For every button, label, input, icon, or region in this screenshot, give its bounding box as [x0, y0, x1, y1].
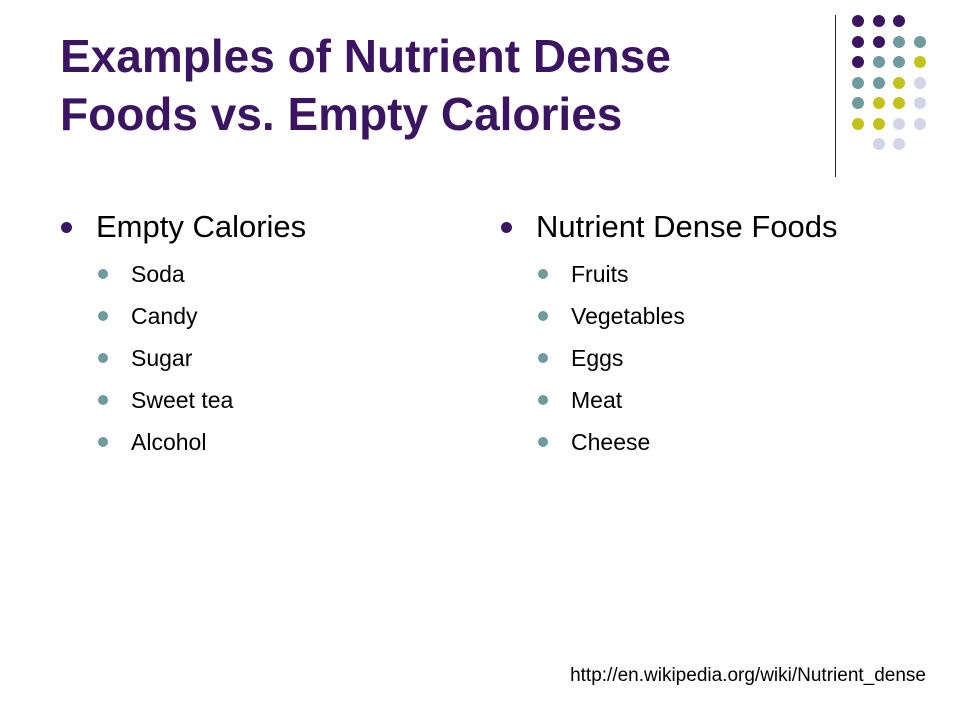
empty-calories-column: Empty Calories Soda Candy Sugar Sweet te… [60, 205, 460, 463]
decorative-dot [872, 56, 885, 68]
empty-calories-list: Soda Candy Sugar Sweet tea Alcohol [60, 253, 460, 463]
nutrient-dense-heading-text: Nutrient Dense Foods [536, 209, 838, 244]
list-item-text: Soda [131, 261, 185, 287]
decorative-dot [913, 97, 926, 109]
nutrient-dense-list: Fruits Vegetables Eggs Meat Cheese [500, 253, 920, 463]
decorative-dot [852, 76, 864, 89]
list-item: Cheese [500, 421, 920, 463]
bullet-icon [98, 437, 108, 447]
list-item-text: Fruits [571, 261, 629, 287]
bullet-icon [538, 395, 548, 405]
decorative-dot [893, 97, 905, 109]
decorative-dot [913, 56, 926, 68]
empty-calories-heading-text: Empty Calories [96, 209, 307, 244]
decorative-dot [852, 56, 864, 68]
bullet-icon [538, 437, 548, 447]
decorative-dot [913, 117, 926, 130]
decorative-dot [893, 138, 905, 150]
decorative-dot [872, 97, 885, 109]
bullet-icon [98, 353, 108, 363]
decorative-dot-grid [852, 15, 952, 155]
decorative-dot [893, 76, 905, 89]
decorative-dot [852, 97, 864, 109]
empty-calories-heading: Empty Calories [60, 205, 460, 249]
list-item-text: Candy [131, 303, 198, 329]
bullet-icon [501, 222, 512, 233]
list-item-text: Cheese [571, 429, 651, 455]
list-item: Alcohol [60, 421, 460, 463]
list-item-text: Alcohol [131, 429, 207, 455]
list-item-text: Eggs [571, 345, 624, 371]
slide-title: Examples of Nutrient Dense Foods vs. Emp… [60, 27, 820, 143]
decorative-dot [872, 76, 885, 89]
bullet-icon [98, 395, 108, 405]
decorative-dot [852, 117, 864, 130]
decorative-dot [893, 117, 905, 130]
list-item: Vegetables [500, 295, 920, 337]
list-item-text: Meat [571, 387, 623, 413]
list-item-text: Sweet tea [131, 387, 234, 413]
decorative-dot [893, 15, 905, 27]
decorative-dot [872, 138, 885, 150]
nutrient-dense-column: Nutrient Dense Foods Fruits Vegetables E… [500, 205, 920, 463]
slide-title-line-2: Foods vs. Empty Calories [60, 88, 623, 140]
title-divider [835, 15, 836, 177]
bullet-icon [98, 311, 108, 321]
bullet-icon [98, 269, 108, 279]
list-item-text: Sugar [131, 345, 193, 371]
decorative-dot [852, 35, 864, 48]
decorative-dot [893, 56, 905, 68]
list-item: Fruits [500, 253, 920, 295]
decorative-dot [913, 76, 926, 89]
list-item: Soda [60, 253, 460, 295]
nutrient-dense-heading: Nutrient Dense Foods [500, 205, 920, 249]
list-item: Candy [60, 295, 460, 337]
list-item: Meat [500, 379, 920, 421]
decorative-dot [913, 35, 926, 48]
bullet-icon [538, 311, 548, 321]
list-item: Eggs [500, 337, 920, 379]
bullet-icon [538, 269, 548, 279]
decorative-dot [872, 15, 885, 27]
bullet-icon [61, 222, 72, 233]
decorative-dot [893, 35, 905, 48]
bullet-icon [538, 353, 548, 363]
source-link[interactable]: http://en.wikipedia.org/wiki/Nutrient_de… [570, 665, 926, 686]
list-item: Sugar [60, 337, 460, 379]
decorative-dot [852, 15, 864, 27]
decorative-dot [872, 35, 885, 48]
slide-title-line-1: Examples of Nutrient Dense [60, 30, 671, 82]
list-item: Sweet tea [60, 379, 460, 421]
decorative-dot [872, 117, 885, 130]
list-item-text: Vegetables [571, 303, 685, 329]
